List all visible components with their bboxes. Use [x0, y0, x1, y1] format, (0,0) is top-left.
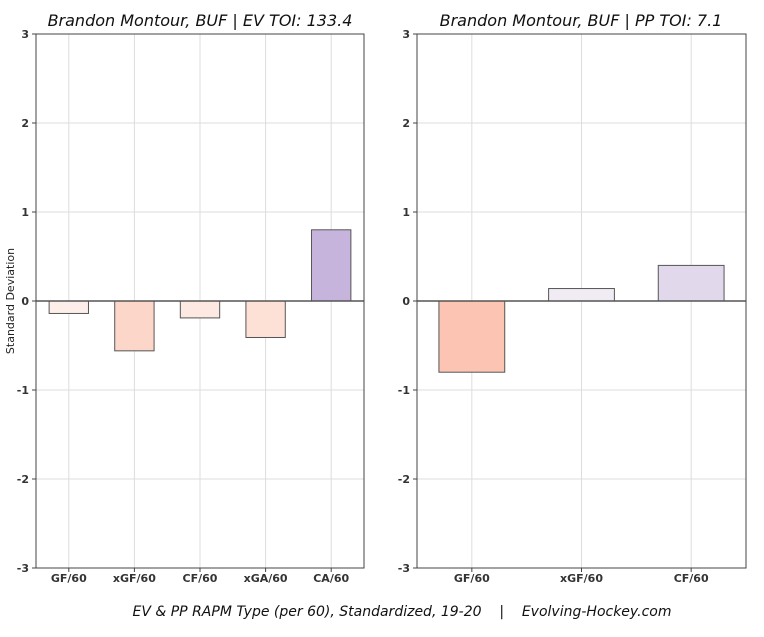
ev-bars: [36, 229, 364, 352]
bar-xgf-per-60: [548, 288, 615, 302]
x-tick-label: CA/60: [313, 572, 349, 585]
y-tick-label: 1: [402, 206, 410, 219]
y-tick-label: 2: [402, 117, 410, 130]
pp-rapm-panel: Brandon Montour, BUF | PP TOI: 7.1 -3-2-…: [398, 11, 747, 585]
pp-plot-frame: [416, 33, 747, 569]
x-tick-label: CF/60: [674, 572, 709, 585]
pp-panel-title: Brandon Montour, BUF | PP TOI: 7.1: [440, 11, 723, 30]
y-tick-label: 3: [402, 28, 410, 41]
y-tick-label: -3: [398, 562, 410, 575]
x-tick-label: GF/60: [51, 572, 87, 585]
x-tick-label: xGF/60: [113, 572, 156, 585]
y-tick-label: 0: [402, 295, 410, 308]
y-tick-label: -1: [398, 384, 410, 397]
x-tick-label: xGF/60: [560, 572, 603, 585]
x-tick-label: GF/60: [454, 572, 490, 585]
y-tick-label: -2: [398, 473, 410, 486]
x-tick-label: CF/60: [183, 572, 218, 585]
bar-cf-per-60: [657, 264, 725, 302]
y-tick-label: -3: [17, 562, 29, 575]
ev-y-ticks: -3 -2 -1 0 1 2 3: [17, 28, 36, 575]
y-tick-label: 2: [21, 117, 29, 130]
pp-y-ticks: -3 -2 -1 0 1 2 3: [398, 28, 417, 575]
y-axis-label: Standard Deviation: [4, 248, 17, 354]
chart-caption: EV & PP RAPM Type (per 60), Standardized…: [133, 604, 672, 620]
ev-x-ticks: GF/60 xGF/60 CF/60 xGA/60 CA/60: [51, 568, 349, 585]
bar-gf-per-60: [48, 300, 89, 314]
bar-ca-per-60: [311, 229, 352, 302]
y-tick-label: 3: [21, 28, 29, 41]
bar-gf-per-60: [438, 300, 506, 373]
y-tick-label: 1: [21, 206, 29, 219]
pp-x-ticks: GF/60 xGF/60 CF/60: [454, 568, 709, 585]
y-tick-label: -2: [17, 473, 29, 486]
bar-xgf-per-60: [114, 300, 155, 352]
pp-bars: [417, 264, 746, 373]
y-tick-label: -1: [17, 384, 29, 397]
x-tick-label: xGA/60: [244, 572, 288, 585]
ev-panel-title: Brandon Montour, BUF | EV TOI: 133.4: [48, 11, 353, 30]
ev-rapm-panel: Brandon Montour, BUF | EV TOI: 133.4 Sta…: [4, 11, 365, 585]
bar-xga-per-60: [245, 300, 286, 338]
y-tick-label: 0: [21, 295, 29, 308]
bar-cf-per-60: [179, 300, 221, 319]
ev-plot-frame: [35, 33, 365, 569]
